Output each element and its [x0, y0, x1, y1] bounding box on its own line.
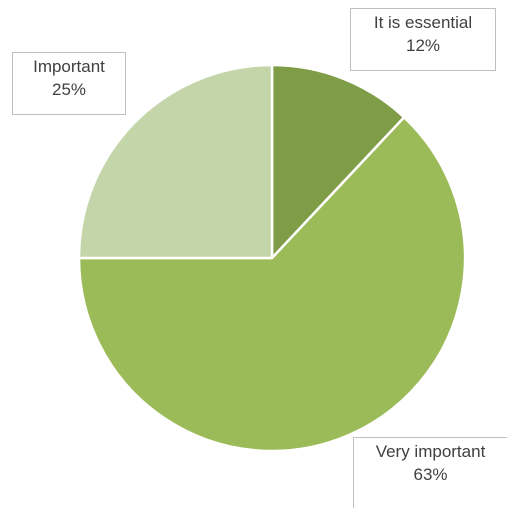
pie-slice-very-important — [77, 116, 467, 453]
data-label-it-is-essential: It is essential 12% — [350, 8, 496, 71]
data-label-value: 63% — [413, 465, 448, 484]
data-label-name: It is essential — [373, 13, 473, 32]
data-label-name: Very important — [375, 442, 486, 461]
data-label-value: 25% — [51, 80, 87, 99]
data-label-value: 12% — [405, 36, 441, 55]
pie-slice-it-is-essential — [270, 63, 406, 260]
data-label-very-important: Very important 63% — [353, 437, 507, 508]
pie-slice-important — [77, 63, 274, 260]
data-label-important: Important 25% — [12, 52, 126, 115]
data-label-name: Important — [33, 57, 105, 76]
